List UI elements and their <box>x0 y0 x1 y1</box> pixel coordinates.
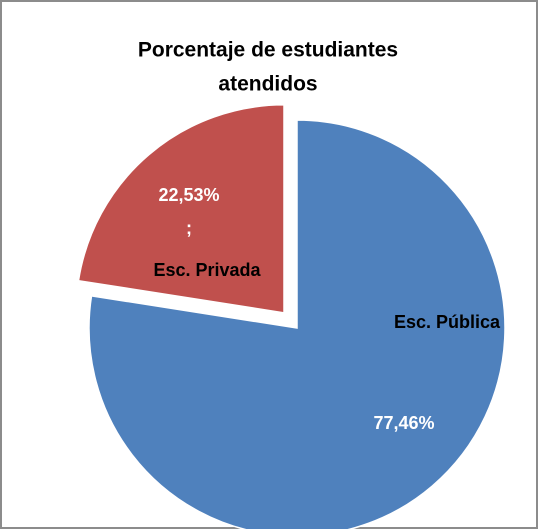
value-label: 77,46% <box>373 413 434 433</box>
pie-slice <box>88 119 506 529</box>
pie-slice <box>77 104 285 314</box>
chart-title: atendidos <box>218 73 317 96</box>
value-label: 22,53% <box>158 185 219 205</box>
slice-label: Esc. Privada <box>153 260 261 280</box>
label-separator: ; <box>186 218 192 238</box>
slice-label: Esc. Pública <box>394 312 501 332</box>
chart-title: Porcentaje de estudiantes <box>138 39 398 62</box>
